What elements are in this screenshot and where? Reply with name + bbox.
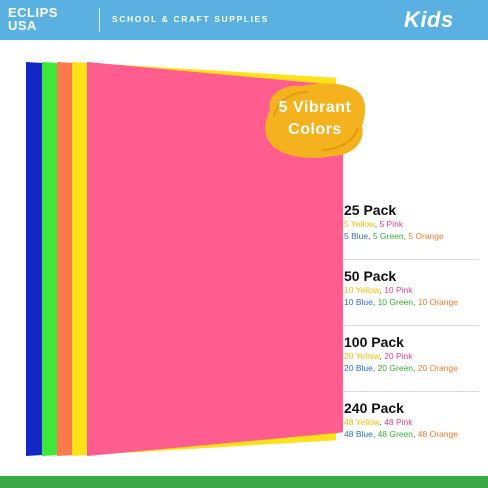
count-blue: 5 Blue [344, 231, 369, 241]
pack-divider [344, 391, 479, 392]
pack-title: 25 Pack [344, 202, 397, 218]
count-yellow: 20 Yellow [344, 351, 380, 361]
count-orange: 10 Orange [417, 297, 458, 307]
count-green: 10 Green [377, 297, 414, 307]
pack-line-1: 20 Yellow, 20 Pink [344, 351, 413, 361]
count-yellow: 48 Yellow [344, 417, 380, 427]
pack-line-1: 10 Yellow, 10 Pink [344, 285, 413, 295]
pack-divider [344, 325, 479, 326]
pack-item-50: 50 Pack 10 Yellow, 10 Pink 10 Blue, 10 G… [344, 268, 479, 332]
pack-line-2: 5 Blue, 5 Green, 5 Orange [344, 231, 444, 241]
tagline: SCHOOL & CRAFT SUPPLIES [112, 14, 270, 24]
pack-item-100: 100 Pack 20 Yellow, 20 Pink 20 Blue, 20 … [344, 334, 479, 398]
brand-country: USA [8, 18, 37, 33]
header-banner: ECLIPS USA SCHOOL & CRAFT SUPPLIES Kids [0, 0, 488, 40]
count-orange: 20 Orange [417, 363, 458, 373]
badge-line-1: 5 Vibrant [278, 99, 352, 116]
pack-item-25: 25 Pack 5 Yellow, 5 Pink 5 Blue, 5 Green… [344, 202, 479, 266]
pack-item-240: 240 Pack 48 Yellow, 48 Pink 48 Blue, 48 … [344, 400, 479, 464]
pack-list: 25 Pack 5 Yellow, 5 Pink 5 Blue, 5 Green… [344, 200, 479, 464]
count-blue: 20 Blue [344, 363, 373, 373]
pack-line-1: 5 Yellow, 5 Pink [344, 219, 404, 229]
count-pink: 20 Pink [384, 351, 413, 361]
count-blue: 10 Blue [344, 297, 373, 307]
count-pink: 5 Pink [379, 219, 404, 229]
pack-title: 50 Pack [344, 268, 397, 284]
badge-blob-icon [265, 83, 366, 158]
pack-title: 240 Pack [344, 400, 404, 416]
count-pink: 48 Pink [384, 417, 413, 427]
pack-line-2: 48 Blue, 48 Green, 48 Orange [344, 429, 458, 439]
count-orange: 5 Orange [408, 231, 444, 241]
badge-line-2: Colors [288, 121, 342, 138]
count-blue: 48 Blue [344, 429, 373, 439]
brand-logo: ECLIPS USA [8, 6, 58, 32]
footer-bar [0, 476, 488, 488]
kids-logo: Kids [404, 7, 454, 32]
count-yellow: 10 Yellow [344, 285, 380, 295]
header-divider [99, 8, 100, 32]
count-green: 5 Green [372, 231, 404, 241]
pack-line-2: 10 Blue, 10 Green, 10 Orange [344, 297, 458, 307]
vibrant-colors-badge: 5 Vibrant Colors [262, 80, 368, 160]
pack-divider [344, 259, 479, 260]
pack-title: 100 Pack [344, 334, 404, 350]
pack-line-2: 20 Blue, 20 Green, 20 Orange [344, 363, 458, 373]
brand-name: ECLIPS [8, 5, 58, 20]
count-green: 48 Green [377, 429, 414, 439]
count-yellow: 5 Yellow [344, 219, 375, 229]
count-green: 20 Green [377, 363, 414, 373]
count-pink: 10 Pink [384, 285, 413, 295]
pack-line-1: 48 Yellow, 48 Pink [344, 417, 413, 427]
count-orange: 48 Orange [417, 429, 458, 439]
